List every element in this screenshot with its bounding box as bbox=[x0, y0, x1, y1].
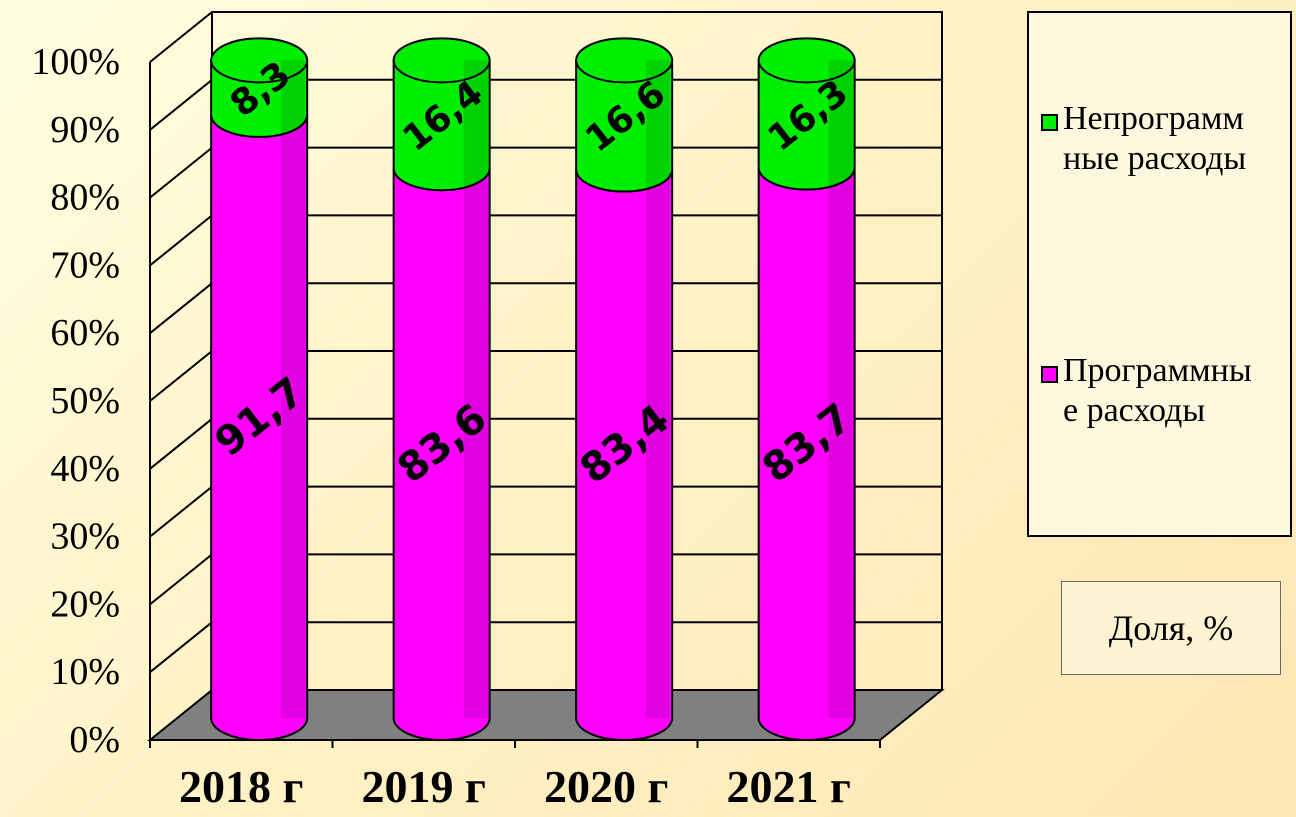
gridline-side bbox=[149, 553, 213, 606]
y-tick-label: 10% bbox=[50, 651, 120, 693]
bar-top-cap bbox=[392, 37, 491, 84]
y-tick-label: 20% bbox=[50, 583, 120, 625]
bar-shade bbox=[646, 60, 671, 718]
bar-top-cap bbox=[757, 37, 856, 84]
gridline-side bbox=[149, 282, 213, 334]
chart-plot: 0%10%20%30%40%50%60%70%80%90%100%91,78,3… bbox=[31, 11, 945, 812]
x-category-label: 2020 г bbox=[544, 761, 668, 812]
bar-nonprogram bbox=[575, 59, 674, 193]
bar-top-cap bbox=[210, 37, 309, 84]
y-tick-label: 50% bbox=[50, 380, 120, 422]
y-tick-label: 70% bbox=[50, 244, 120, 286]
legend-label-nonprogram: Непрограммные расходы bbox=[1063, 100, 1247, 177]
unit-label: Доля, % bbox=[1061, 581, 1281, 675]
bar-shade bbox=[828, 60, 853, 718]
gridline-side bbox=[149, 214, 213, 267]
legend-swatch-nonprogram bbox=[1041, 114, 1058, 131]
gridline-side bbox=[149, 350, 213, 402]
legend-item-program: Программные расходы bbox=[1041, 351, 1291, 431]
y-tick-label: 0% bbox=[69, 719, 120, 761]
y-tick-label: 60% bbox=[50, 312, 120, 354]
legend-item-nonprogram: Непрограммные расходы bbox=[1041, 99, 1291, 179]
chart-legend: Непрограммные расходы Программные расход… bbox=[1027, 11, 1292, 537]
legend-label-program: Программные расходы bbox=[1063, 352, 1252, 429]
x-category-label: 2018 г bbox=[179, 761, 303, 812]
gridline-side bbox=[149, 621, 213, 673]
y-tick-label: 30% bbox=[50, 516, 120, 558]
y-tick-label: 100% bbox=[31, 41, 120, 83]
y-tick-label: 90% bbox=[50, 109, 120, 151]
gridline-side bbox=[149, 11, 213, 63]
y-tick-label: 80% bbox=[50, 177, 120, 219]
bar-nonprogram bbox=[392, 59, 491, 192]
gridline-side bbox=[149, 418, 213, 470]
bar-nonprogram bbox=[757, 59, 856, 191]
bar-shade bbox=[463, 60, 488, 718]
bar-top-cap bbox=[575, 37, 674, 84]
legend-swatch-program bbox=[1041, 366, 1058, 383]
gridline-side bbox=[149, 79, 213, 131]
x-category-label: 2019 г bbox=[362, 761, 486, 812]
bar-shade bbox=[281, 60, 306, 718]
gridline-side bbox=[149, 485, 213, 538]
y-tick-label: 40% bbox=[50, 448, 120, 490]
x-category-label: 2021 г bbox=[727, 761, 851, 812]
gridline-side bbox=[149, 146, 213, 199]
